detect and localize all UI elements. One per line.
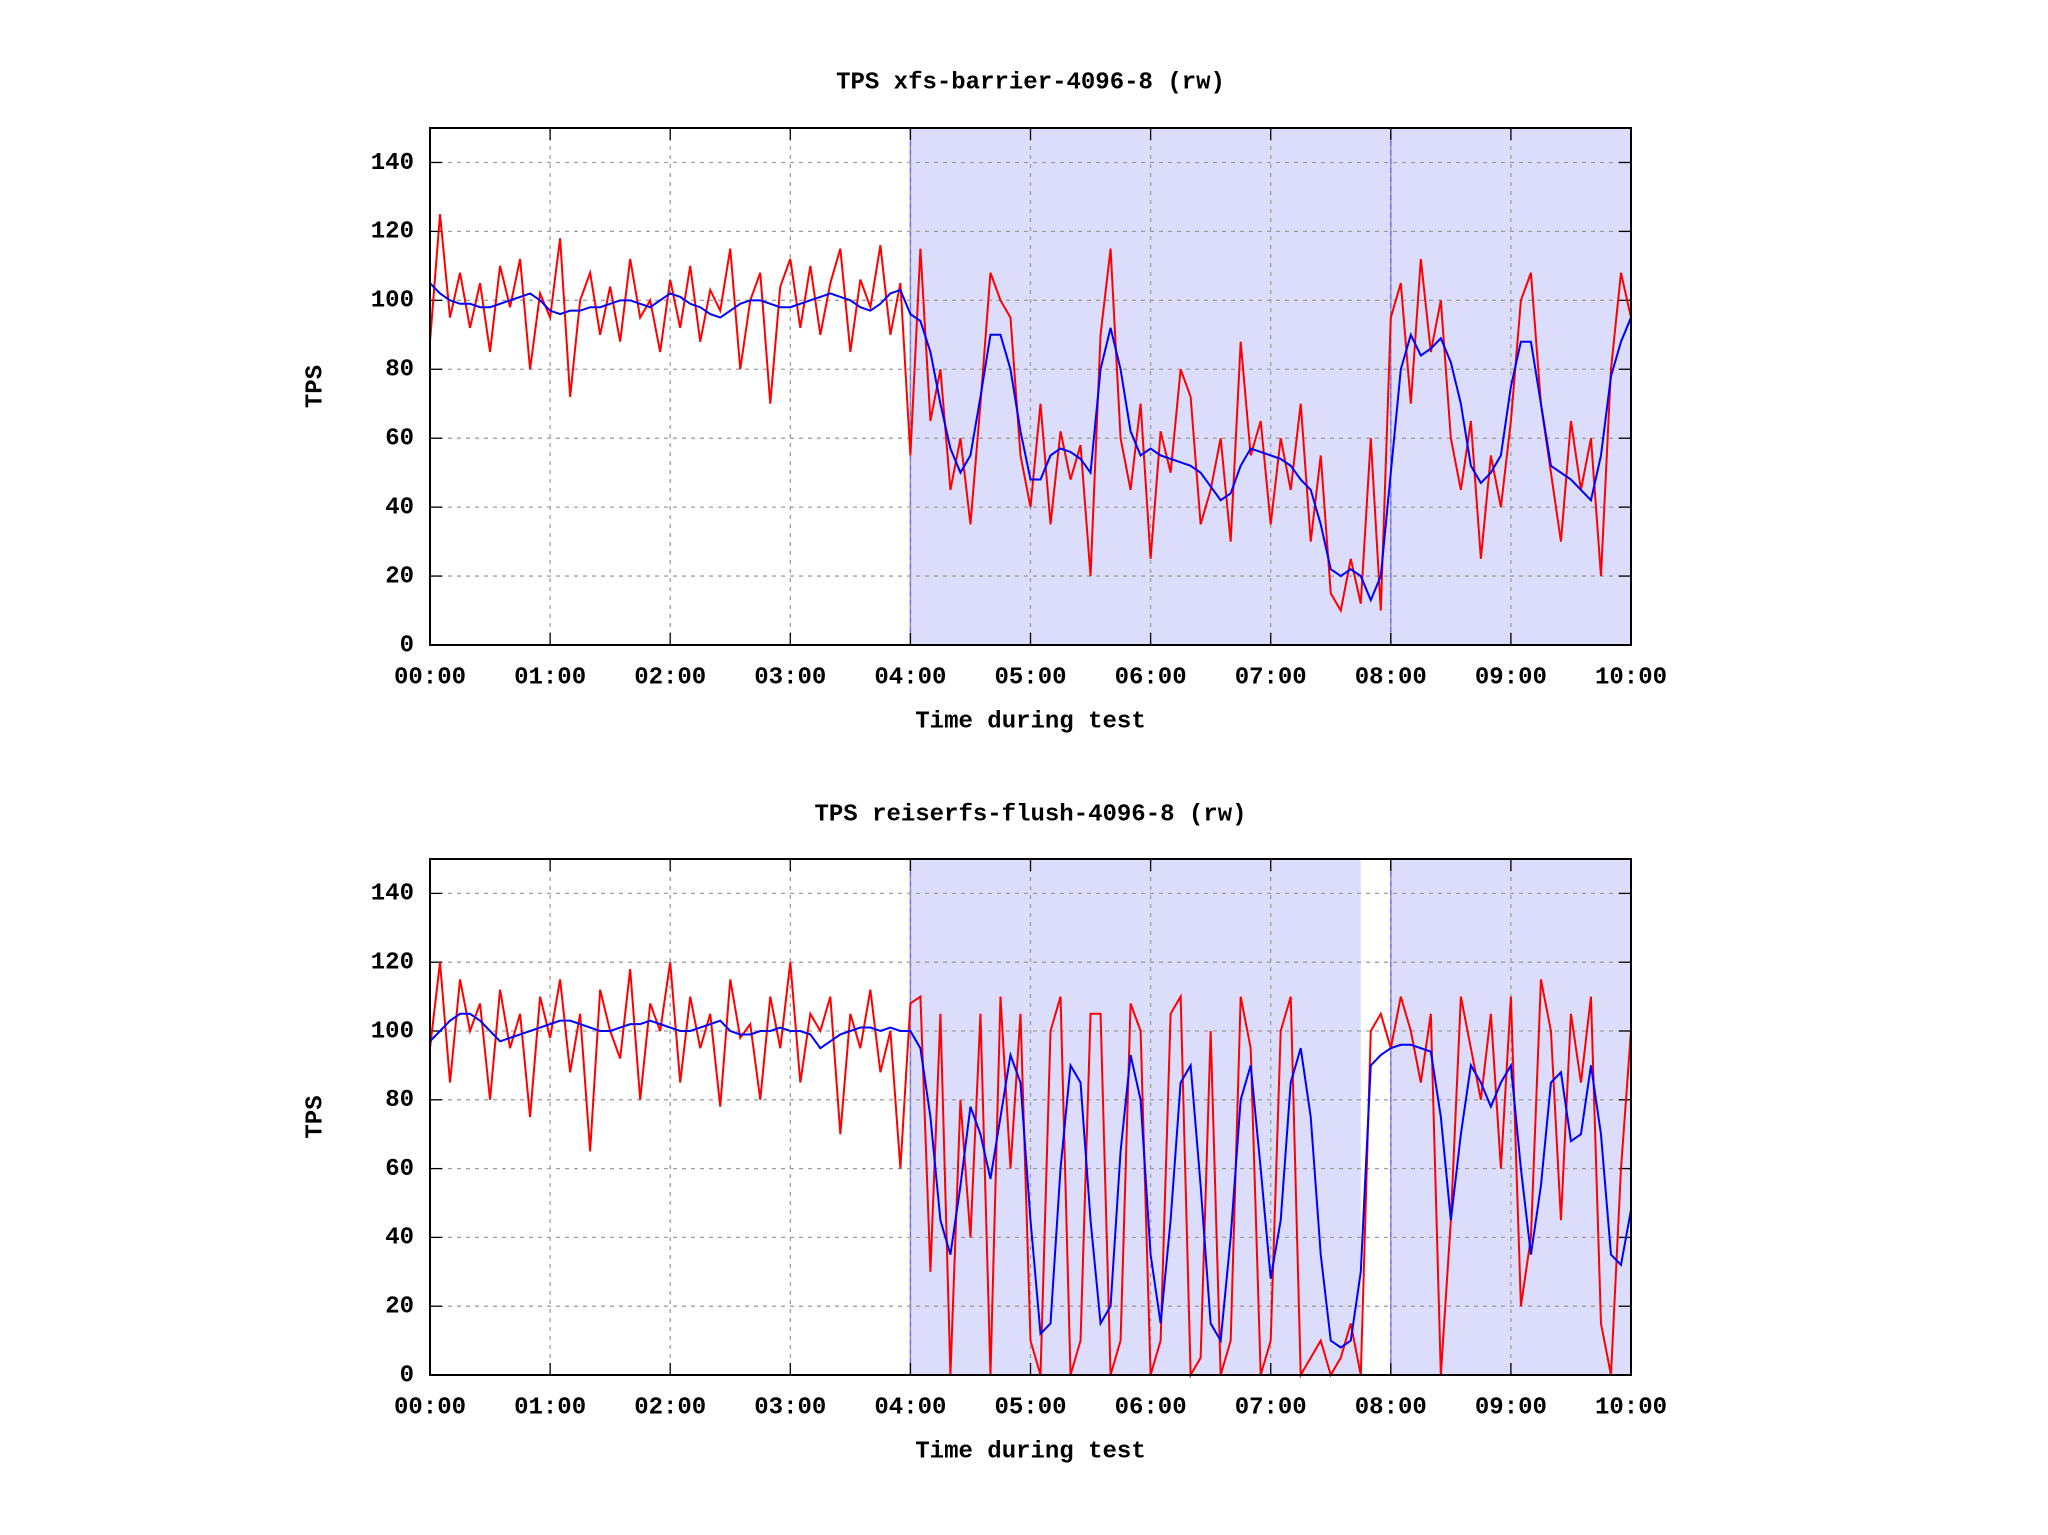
y-tick-label: 120 [371,219,414,246]
chart-title: TPS reiserfs-flush-4096-8 (rw) [814,801,1246,828]
y-tick-label: 100 [371,288,414,315]
shaded-region [1390,859,1631,1375]
x-tick-label: 06:00 [1115,1394,1187,1421]
y-tick-label: 60 [385,1156,414,1183]
chart-title: TPS xfs-barrier-4096-8 (rw) [836,69,1225,96]
x-tick-label: 02:00 [634,664,706,691]
x-tick-label: 01:00 [514,1394,586,1421]
x-tick-label: 04:00 [874,1394,946,1421]
x-tick-label: 10:00 [1595,664,1667,691]
x-tick-label: 05:00 [994,1394,1066,1421]
y-tick-label: 80 [385,357,414,384]
x-tick-label: 08:00 [1355,664,1427,691]
y-tick-label: 40 [385,494,414,521]
x-tick-label: 05:00 [994,664,1066,691]
y-tick-label: 100 [371,1018,414,1045]
x-tick-label: 03:00 [754,1394,826,1421]
y-tick-label: 40 [385,1225,414,1252]
y-tick-label: 20 [385,1294,414,1321]
x-tick-label: 09:00 [1475,1394,1547,1421]
y-tick-label: 140 [371,881,414,908]
x-tick-label: 01:00 [514,664,586,691]
y-axis-label: TPS [302,365,329,408]
y-tick-label: 20 [385,563,414,590]
x-tick-label: 00:00 [394,1394,466,1421]
x-tick-label: 09:00 [1475,664,1547,691]
plot-frame [429,127,1632,646]
x-tick-label: 08:00 [1355,1394,1427,1421]
x-tick-label: 00:00 [394,664,466,691]
x-tick-label: 07:00 [1235,664,1307,691]
plot-frame [429,858,1632,1376]
y-tick-label: 0 [400,1362,414,1389]
y-tick-label: 60 [385,426,414,453]
x-tick-label: 10:00 [1595,1394,1667,1421]
data-line [429,214,1632,614]
shaded-region [910,859,1361,1375]
y-tick-label: 80 [385,1087,414,1114]
y-tick-label: 0 [400,632,414,659]
data-line [429,1012,1632,1349]
x-tick-label: 04:00 [874,664,946,691]
data-line [429,282,1632,603]
x-tick-label: 07:00 [1235,1394,1307,1421]
y-tick-label: 120 [371,950,414,977]
x-tick-label: 06:00 [1115,664,1187,691]
x-axis-label: Time during test [915,1438,1145,1465]
x-axis-label: Time during test [915,708,1145,735]
y-tick-label: 140 [371,150,414,177]
x-tick-label: 03:00 [754,664,826,691]
x-tick-label: 02:00 [634,1394,706,1421]
y-axis-label: TPS [302,1095,329,1138]
data-line [429,962,1632,1379]
